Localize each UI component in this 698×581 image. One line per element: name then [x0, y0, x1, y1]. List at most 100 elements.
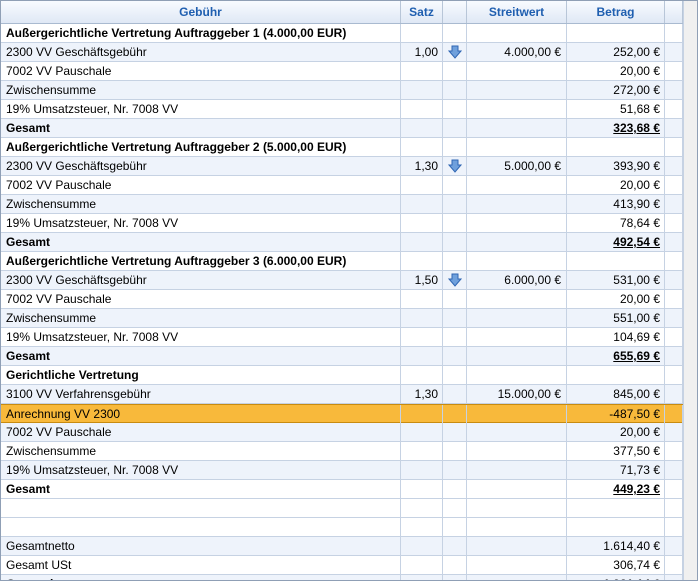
- column-header-betrag[interactable]: Betrag: [567, 1, 665, 23]
- cell-streitwert[interactable]: [467, 100, 567, 118]
- arrow-down-icon[interactable]: [447, 159, 462, 173]
- cell-betrag[interactable]: 551,00 €: [567, 309, 665, 327]
- cell-betrag[interactable]: 71,73 €: [567, 461, 665, 479]
- cell-satz[interactable]: 1,50: [401, 271, 443, 289]
- cell-satz[interactable]: [401, 195, 443, 213]
- cell-betrag[interactable]: [567, 499, 665, 517]
- vertical-scroll-area[interactable]: [683, 1, 697, 580]
- cell-betrag[interactable]: 306,74 €: [567, 556, 665, 574]
- cell-betrag[interactable]: [567, 252, 665, 270]
- cell-streitwert[interactable]: [467, 461, 567, 479]
- cell-streitwert[interactable]: [467, 176, 567, 194]
- cell-gebuehr[interactable]: Zwischensumme: [1, 81, 401, 99]
- cell-satz[interactable]: [401, 442, 443, 460]
- cell-gebuehr[interactable]: Zwischensumme: [1, 195, 401, 213]
- cell-satz[interactable]: [401, 138, 443, 156]
- cell-streitwert[interactable]: [467, 138, 567, 156]
- cell-betrag[interactable]: 20,00 €: [567, 423, 665, 441]
- table-row[interactable]: Zwischensumme 551,00 €: [1, 309, 697, 328]
- cell-gebuehr[interactable]: 7002 VV Pauschale: [1, 62, 401, 80]
- cell-betrag[interactable]: [567, 518, 665, 536]
- table-row[interactable]: 2300 VV Geschäftsgebühr 1,00 4.000,00 €252…: [1, 43, 697, 62]
- table-row[interactable]: 19% Umsatzsteuer, Nr. 7008 VV 104,69 €: [1, 328, 697, 347]
- cell-streitwert[interactable]: [467, 405, 567, 423]
- table-row[interactable]: 2300 VV Geschäftsgebühr 1,50 6.000,00 €531…: [1, 271, 697, 290]
- table-row[interactable]: 19% Umsatzsteuer, Nr. 7008 VV 71,73 €: [1, 461, 697, 480]
- cell-streitwert[interactable]: 4.000,00 €: [467, 43, 567, 61]
- cell-gebuehr[interactable]: Zwischensumme: [1, 442, 401, 460]
- cell-gebuehr[interactable]: 7002 VV Pauschale: [1, 423, 401, 441]
- cell-gebuehr[interactable]: Gerichtliche Vertretung: [1, 366, 401, 384]
- table-row[interactable]: 2300 VV Geschäftsgebühr 1,30 5.000,00 €393…: [1, 157, 697, 176]
- cell-betrag[interactable]: 845,00 €: [567, 385, 665, 403]
- cell-betrag[interactable]: 323,68 €: [567, 119, 665, 137]
- table-row[interactable]: 7002 VV Pauschale 20,00 €: [1, 62, 697, 81]
- cell-satz[interactable]: [401, 423, 443, 441]
- cell-betrag[interactable]: 20,00 €: [567, 62, 665, 80]
- cell-streitwert[interactable]: [467, 518, 567, 536]
- cell-streitwert[interactable]: [467, 442, 567, 460]
- cell-betrag[interactable]: [567, 24, 665, 42]
- table-row[interactable]: Zwischensumme 377,50 €: [1, 442, 697, 461]
- cell-satz[interactable]: [401, 309, 443, 327]
- table-row[interactable]: Zwischensumme 272,00 €: [1, 81, 697, 100]
- cell-betrag[interactable]: 20,00 €: [567, 176, 665, 194]
- cell-gebuehr[interactable]: Gesamt: [1, 233, 401, 251]
- cell-satz[interactable]: 1,30: [401, 385, 443, 403]
- cell-betrag[interactable]: 51,68 €: [567, 100, 665, 118]
- cell-satz[interactable]: [401, 537, 443, 555]
- cell-streitwert[interactable]: [467, 499, 567, 517]
- cell-streitwert[interactable]: [467, 119, 567, 137]
- cell-streitwert[interactable]: [467, 366, 567, 384]
- cell-gebuehr[interactable]: 19% Umsatzsteuer, Nr. 7008 VV: [1, 214, 401, 232]
- table-row[interactable]: Zwischensumme 413,90 €: [1, 195, 697, 214]
- cell-gebuehr[interactable]: 19% Umsatzsteuer, Nr. 7008 VV: [1, 461, 401, 479]
- cell-streitwert[interactable]: [467, 81, 567, 99]
- cell-satz[interactable]: [401, 575, 443, 580]
- table-row[interactable]: Anrechnung VV 2300 -487,50 €: [1, 404, 697, 423]
- total-row[interactable]: Gesamt 323,68 €: [1, 119, 697, 138]
- cell-betrag[interactable]: 492,54 €: [567, 233, 665, 251]
- cell-gebuehr[interactable]: 3100 VV Verfahrensgebühr: [1, 385, 401, 403]
- cell-gebuehr[interactable]: Zwischensumme: [1, 309, 401, 327]
- cell-betrag[interactable]: 449,23 €: [567, 480, 665, 498]
- table-row[interactable]: [1, 499, 697, 518]
- cell-arrow[interactable]: [443, 43, 467, 61]
- table-row[interactable]: 19% Umsatzsteuer, Nr. 7008 VV 51,68 €: [1, 100, 697, 119]
- cell-streitwert[interactable]: [467, 252, 567, 270]
- column-header-gebuehr[interactable]: Gebühr: [1, 1, 401, 23]
- cell-gebuehr[interactable]: 7002 VV Pauschale: [1, 176, 401, 194]
- cell-gebuehr[interactable]: 2300 VV Geschäftsgebühr: [1, 157, 401, 175]
- cell-gebuehr[interactable]: 7002 VV Pauschale: [1, 290, 401, 308]
- cell-betrag[interactable]: -487,50 €: [567, 405, 665, 423]
- cell-satz[interactable]: [401, 176, 443, 194]
- cell-betrag[interactable]: 104,69 €: [567, 328, 665, 346]
- cell-betrag[interactable]: 393,90 €: [567, 157, 665, 175]
- cell-betrag[interactable]: 655,69 €: [567, 347, 665, 365]
- total-row[interactable]: Gesamt 492,54 €: [1, 233, 697, 252]
- section-header-row[interactable]: Außergerichtliche Vertretung Auftraggebe…: [1, 24, 697, 43]
- cell-betrag[interactable]: 413,90 €: [567, 195, 665, 213]
- cell-streitwert[interactable]: 5.000,00 €: [467, 157, 567, 175]
- table-row[interactable]: Gesamtnetto 1.614,40 €: [1, 537, 697, 556]
- cell-satz[interactable]: [401, 328, 443, 346]
- cell-gebuehr[interactable]: Gesamtnetto: [1, 537, 401, 555]
- cell-betrag[interactable]: 531,00 €: [567, 271, 665, 289]
- cell-satz[interactable]: [401, 24, 443, 42]
- cell-streitwert[interactable]: 6.000,00 €: [467, 271, 567, 289]
- cell-gebuehr[interactable]: 19% Umsatzsteuer, Nr. 7008 VV: [1, 100, 401, 118]
- cell-satz[interactable]: [401, 119, 443, 137]
- cell-betrag[interactable]: [567, 138, 665, 156]
- cell-gebuehr[interactable]: Gesamt: [1, 119, 401, 137]
- cell-betrag[interactable]: 1.921,14 €: [567, 575, 665, 580]
- arrow-down-icon[interactable]: [447, 45, 462, 59]
- cell-gebuehr[interactable]: Gesamt: [1, 347, 401, 365]
- section-header-row[interactable]: Gerichtliche Vertretung: [1, 366, 697, 385]
- cell-satz[interactable]: 1,30: [401, 157, 443, 175]
- cell-streitwert[interactable]: [467, 423, 567, 441]
- cell-arrow[interactable]: [443, 157, 467, 175]
- cell-streitwert[interactable]: [467, 290, 567, 308]
- section-header-row[interactable]: Außergerichtliche Vertretung Auftraggebe…: [1, 252, 697, 271]
- cell-streitwert[interactable]: [467, 62, 567, 80]
- cell-satz[interactable]: [401, 214, 443, 232]
